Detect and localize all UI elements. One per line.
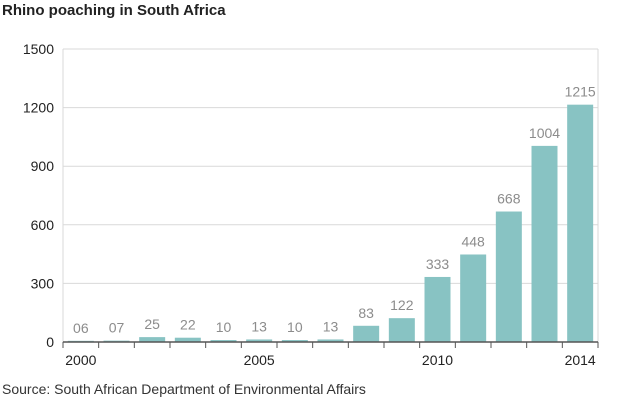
x-tick-label: 2010 bbox=[422, 352, 453, 368]
data-label: 333 bbox=[426, 256, 450, 272]
bar-2012 bbox=[495, 211, 522, 342]
axes: 0 300 600 900 1200 1500 2000 2005 2010 2014 bbox=[23, 41, 599, 368]
bars bbox=[67, 104, 594, 342]
data-label: 668 bbox=[497, 191, 521, 207]
bar-2009 bbox=[388, 318, 415, 342]
y-tick-label: 600 bbox=[31, 217, 55, 233]
data-labels: 06 07 25 22 10 13 10 13 83 122 333 448 668 1004 1215 bbox=[73, 84, 596, 336]
data-label: 122 bbox=[390, 297, 414, 313]
x-tick-label: 2000 bbox=[65, 352, 96, 368]
x-tick-label: 2014 bbox=[565, 352, 596, 368]
bar-2006 bbox=[281, 340, 308, 342]
x-tick-label: 2005 bbox=[244, 352, 275, 368]
bar-2005 bbox=[246, 339, 273, 342]
y-tick-label: 1200 bbox=[23, 100, 54, 116]
bar-2011 bbox=[460, 254, 487, 342]
data-label: 06 bbox=[73, 320, 89, 336]
data-label: 13 bbox=[251, 318, 267, 334]
data-label: 10 bbox=[287, 319, 303, 335]
data-label: 25 bbox=[144, 316, 160, 332]
bar-2004 bbox=[210, 340, 237, 342]
bar-2007 bbox=[317, 339, 344, 342]
data-label: 1004 bbox=[529, 125, 560, 141]
data-label: 13 bbox=[323, 318, 339, 334]
data-label: 07 bbox=[109, 320, 125, 336]
data-label: 448 bbox=[461, 233, 485, 249]
y-tick-label: 300 bbox=[31, 275, 55, 291]
y-tick-label: 900 bbox=[31, 158, 55, 174]
data-label: 1215 bbox=[565, 84, 596, 100]
data-label: 83 bbox=[358, 305, 374, 321]
chart-title: Rhino poaching in South Africa bbox=[2, 2, 226, 19]
bar-2008 bbox=[353, 325, 380, 342]
bar-2014 bbox=[567, 104, 594, 342]
bar-2013 bbox=[531, 145, 558, 342]
data-label: 10 bbox=[216, 319, 232, 335]
y-tick-label: 1500 bbox=[23, 41, 54, 57]
data-label: 22 bbox=[180, 317, 196, 333]
y-tick-label: 0 bbox=[46, 334, 54, 350]
bar-2010 bbox=[424, 276, 451, 342]
bar-2002 bbox=[139, 337, 166, 342]
bar-2003 bbox=[174, 337, 201, 342]
source-note: Source: South African Department of Envi… bbox=[2, 381, 366, 397]
